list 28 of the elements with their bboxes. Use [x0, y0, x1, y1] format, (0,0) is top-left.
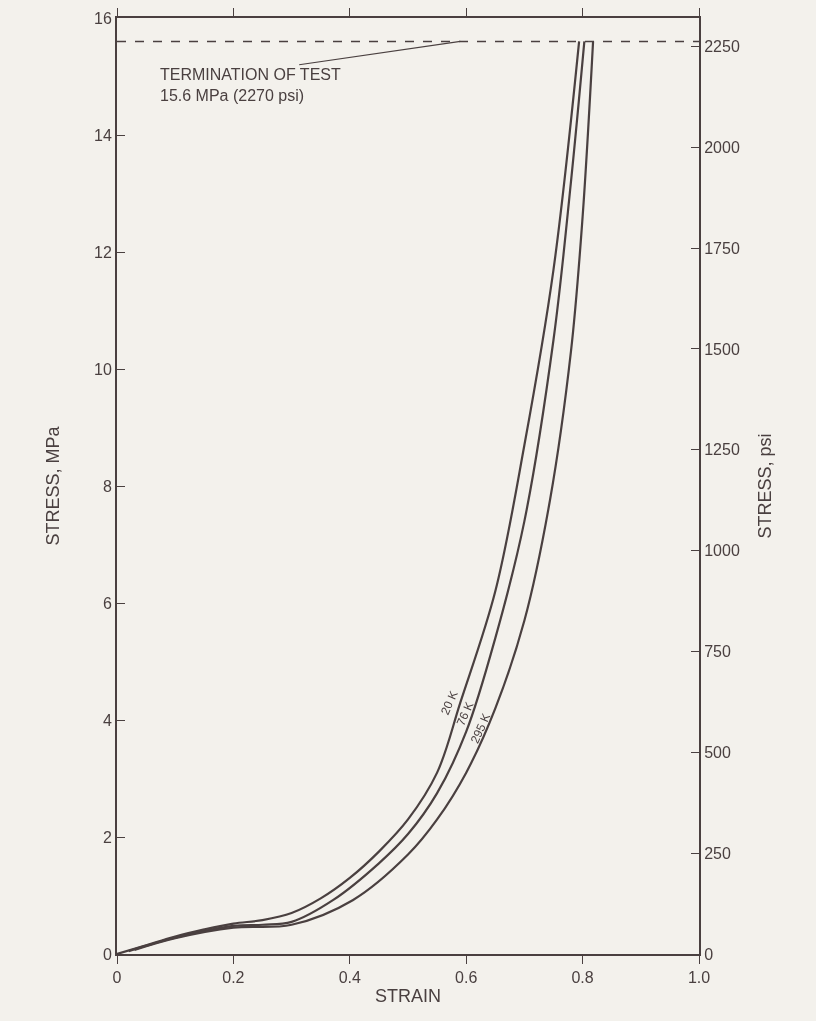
x-tick-label: 0.2 [222, 969, 245, 987]
y2-tick-label: 1000 [704, 542, 740, 560]
y2-axis-title: STRESS, psi [755, 433, 776, 539]
x-tick-label: 0.6 [455, 969, 478, 987]
y2-tick-label: 1750 [704, 239, 740, 257]
y2-tick-label: 750 [704, 643, 731, 661]
y-tick-label: 12 [94, 243, 112, 261]
y2-tick-label: 2000 [704, 138, 740, 156]
y2-tick-label: 500 [704, 743, 731, 761]
y-tick-label: 16 [94, 9, 112, 27]
y-tick-label: 6 [102, 594, 112, 612]
y-tick-label: 2 [102, 828, 112, 846]
y-axis-title: STRESS, MPa [42, 425, 63, 546]
y2-tick-label: 250 [704, 844, 731, 862]
x-tick-label: 0.8 [571, 969, 594, 987]
y-tick-label: 10 [94, 360, 112, 378]
y2-tick-label: 1250 [704, 441, 740, 459]
x-axis-title: STRAIN [374, 985, 442, 1006]
y-tick-label: 8 [102, 477, 112, 495]
y2-tick-label: 1500 [704, 340, 740, 358]
ref-line-label: TERMINATION OF TEST 15.6 MPa (2270 psi) [160, 66, 341, 104]
x-tick-label: 0.4 [338, 969, 362, 987]
y2-tick-label: 2250 [704, 38, 740, 56]
y-tick-label: 4 [102, 711, 112, 729]
y-tick-label: 14 [94, 126, 112, 144]
y2-tick-label: 0 [704, 945, 714, 963]
y-tick-label: 0 [102, 945, 112, 963]
x-tick-label: 1.0 [687, 969, 711, 987]
